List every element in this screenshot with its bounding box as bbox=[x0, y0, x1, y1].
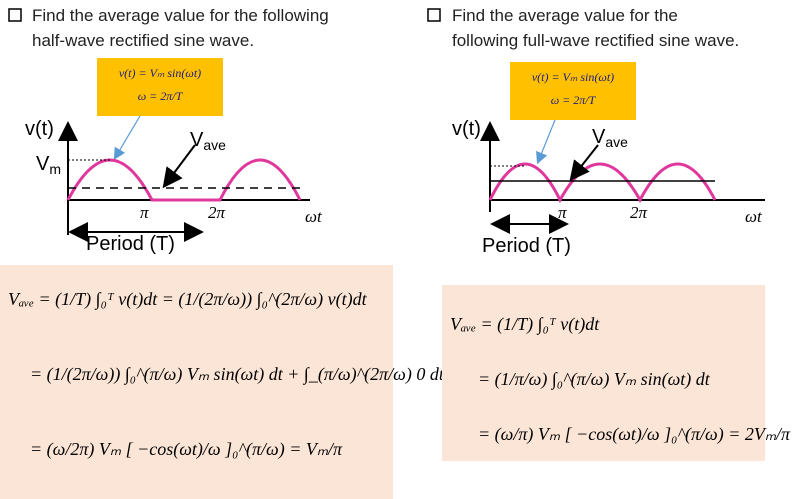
vave-label: Vave bbox=[190, 129, 226, 153]
x-tick-label: π bbox=[558, 203, 567, 222]
x-label: ωt bbox=[305, 207, 323, 226]
vave: V bbox=[592, 126, 606, 148]
vm: V bbox=[36, 153, 50, 175]
heading: following full-wave rectified sine wave. bbox=[452, 31, 739, 50]
checkbox bbox=[8, 8, 22, 22]
waveform bbox=[488, 162, 717, 204]
formula-box bbox=[0, 265, 393, 499]
x-label: ωt bbox=[745, 207, 763, 226]
vm-sub: m bbox=[49, 161, 61, 177]
heading: Find the average value for the following bbox=[32, 6, 329, 25]
heading: Find the average value for the bbox=[452, 6, 678, 25]
callout-box bbox=[510, 62, 636, 120]
callout: ω = 2π/T bbox=[551, 93, 597, 107]
formula: = (1/π/ω) ∫₀^(π/ω) Vₘ sin(ωt) dt bbox=[478, 369, 711, 390]
formula: Vₐᵥₑ = (1/T) ∫₀ᵀ v(t)dt = (1/(2π/ω)) ∫₀^… bbox=[8, 289, 368, 310]
x-tick-label: 2π bbox=[630, 203, 648, 222]
callout: v(t) = Vₘ sin(ωt) bbox=[119, 66, 201, 80]
vm-label: Vm bbox=[36, 153, 61, 177]
vave-sub: ave bbox=[605, 134, 628, 150]
x-tick-label: π bbox=[140, 203, 149, 222]
period-label: Period (T) bbox=[482, 235, 571, 257]
checkbox bbox=[427, 8, 441, 22]
callout: ω = 2π/T bbox=[138, 89, 184, 103]
callout-pointer bbox=[113, 115, 141, 161]
formula: Vₐᵥₑ = (1/T) ∫₀ᵀ v(t)dt bbox=[450, 314, 600, 335]
vave: V bbox=[190, 129, 204, 151]
vave-sub: ave bbox=[203, 137, 226, 153]
formula: = (ω/2π) Vₘ [ −cos(ωt)/ω ]₀^(π/ω) = Vₘ/π bbox=[30, 439, 343, 460]
x-tick-label: 2π bbox=[208, 203, 226, 222]
callout: v(t) = Vₘ sin(ωt) bbox=[532, 70, 614, 84]
callout-box bbox=[97, 58, 223, 116]
vave-pointer bbox=[569, 144, 599, 182]
callout-pointer bbox=[536, 119, 556, 165]
waveform bbox=[66, 158, 302, 202]
vave-label: Vave bbox=[592, 126, 628, 150]
formula: = (ω/π) Vₘ [ −cos(ωt)/ω ]₀^(π/ω) = 2Vₘ/π bbox=[478, 424, 791, 445]
formula: = (1/(2π/ω)) ∫₀^(π/ω) Vₘ sin(ωt) dt + ∫_… bbox=[30, 364, 445, 385]
period-label: Period (T) bbox=[86, 233, 175, 255]
y-label: v(t) bbox=[25, 118, 54, 140]
heading: half-wave rectified sine wave. bbox=[32, 31, 254, 50]
y-label: v(t) bbox=[452, 118, 481, 140]
formula-box bbox=[442, 285, 765, 461]
vave-pointer bbox=[162, 144, 196, 189]
